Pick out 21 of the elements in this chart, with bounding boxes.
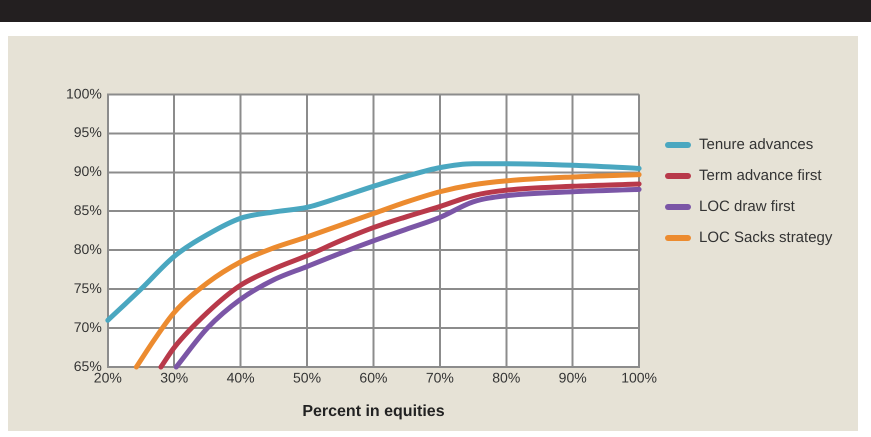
- legend-label: LOC Sacks strategy: [699, 228, 832, 247]
- y-tick-label: 100%: [66, 85, 102, 102]
- legend-label: Term advance first: [699, 166, 822, 185]
- y-tick-label: 95%: [74, 124, 102, 140]
- x-tick-label: 90%: [558, 369, 587, 386]
- x-tick-label: 100%: [621, 369, 658, 386]
- y-tick-label: 70%: [74, 318, 102, 335]
- x-tick-label: 60%: [359, 369, 388, 386]
- y-tick-label: 80%: [74, 241, 102, 258]
- y-tick-label: 65%: [74, 358, 102, 374]
- x-tick-label: 80%: [492, 369, 520, 386]
- x-tick-label: 50%: [293, 369, 322, 386]
- y-tick-label: 90%: [74, 163, 102, 180]
- legend-label: LOC draw first: [699, 197, 795, 216]
- y-tick-label: 75%: [74, 280, 102, 296]
- legend-label: Tenure advances: [699, 135, 814, 154]
- x-tick-label: 30%: [160, 369, 188, 386]
- x-axis-title: Percent in equities: [302, 402, 445, 420]
- y-tick-label: 85%: [74, 202, 102, 218]
- x-tick-label: 40%: [226, 369, 255, 386]
- x-tick-label: 70%: [426, 369, 454, 386]
